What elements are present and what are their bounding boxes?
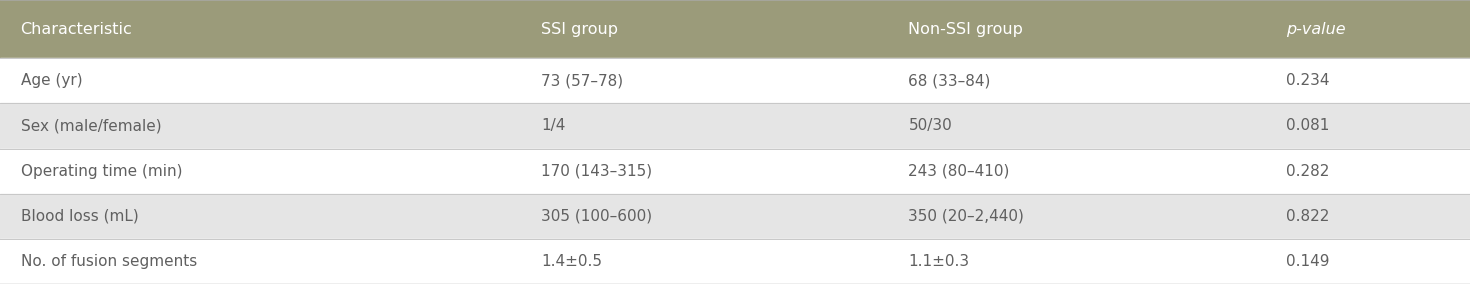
Text: 1/4: 1/4 <box>541 118 566 133</box>
Text: Age (yr): Age (yr) <box>21 73 82 88</box>
Text: 0.081: 0.081 <box>1286 118 1330 133</box>
Text: p-value: p-value <box>1286 22 1347 37</box>
Text: 350 (20–2,440): 350 (20–2,440) <box>908 209 1025 224</box>
Text: No. of fusion segments: No. of fusion segments <box>21 254 197 269</box>
Text: 0.149: 0.149 <box>1286 254 1330 269</box>
Text: 305 (100–600): 305 (100–600) <box>541 209 653 224</box>
Bar <box>0 149 1470 194</box>
Text: 1.4±0.5: 1.4±0.5 <box>541 254 601 269</box>
Text: Characteristic: Characteristic <box>21 22 132 37</box>
Text: 0.822: 0.822 <box>1286 209 1330 224</box>
Bar <box>0 194 1470 239</box>
Bar <box>0 0 1470 58</box>
Text: 73 (57–78): 73 (57–78) <box>541 73 623 88</box>
Bar <box>0 103 1470 149</box>
Text: SSI group: SSI group <box>541 22 617 37</box>
Text: Operating time (min): Operating time (min) <box>21 164 182 179</box>
Text: Sex (male/female): Sex (male/female) <box>21 118 162 133</box>
Text: 1.1±0.3: 1.1±0.3 <box>908 254 970 269</box>
Text: Blood loss (mL): Blood loss (mL) <box>21 209 138 224</box>
Bar <box>0 239 1470 284</box>
Text: Non-SSI group: Non-SSI group <box>908 22 1023 37</box>
Text: 68 (33–84): 68 (33–84) <box>908 73 991 88</box>
Text: 0.282: 0.282 <box>1286 164 1330 179</box>
Text: 0.234: 0.234 <box>1286 73 1330 88</box>
Bar <box>0 58 1470 103</box>
Text: 170 (143–315): 170 (143–315) <box>541 164 653 179</box>
Text: 243 (80–410): 243 (80–410) <box>908 164 1010 179</box>
Text: 50/30: 50/30 <box>908 118 953 133</box>
